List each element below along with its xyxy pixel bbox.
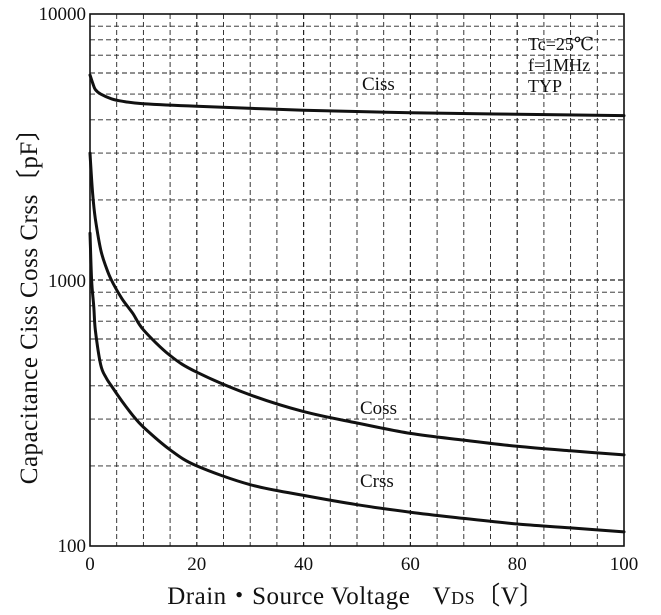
tick-layer: 0 20 40 60 80 100 100 1000 10000 [39,4,639,575]
y-tick-label: 1000 [48,271,86,292]
series-label-crss: Crss [360,471,394,492]
x-axis-subscript: DS [451,588,475,608]
series-label-ciss: Ciss [362,74,395,95]
x-tick-label: 100 [610,554,639,575]
cond-temperature: Tc=25℃ [528,34,594,54]
x-tick-label: 0 [85,554,95,575]
label-layer: Ciss Coss Crss [360,74,397,492]
x-tick-label: 40 [294,554,313,575]
grid-layer [90,14,624,546]
x-tick-label: 60 [401,554,420,575]
series-line-crss [88,231,626,534]
x-axis-unit: 〔V〕 [475,582,545,610]
cond-frequency: f=1MHz [528,55,590,75]
series-line-ciss [88,73,626,118]
x-axis-symbol: V [433,583,452,610]
cond-typ: TYP [528,76,562,96]
y-axis-title: Capacitance Ciss Coss Crss〔pF〕 [15,116,43,484]
series-line-coss [88,151,626,457]
x-tick-label: 20 [187,554,206,575]
series-layer [88,73,626,534]
y-tick-label: 10000 [39,4,87,25]
series-label-coss: Coss [360,398,397,419]
plot-frame [89,13,625,547]
x-tick-label: 80 [508,554,527,575]
x-axis-title: Drain・Source Voltage VDS〔V〕 [167,582,545,610]
x-axis-title-text: Drain・Source Voltage [167,583,410,610]
y-tick-label: 100 [58,536,87,557]
